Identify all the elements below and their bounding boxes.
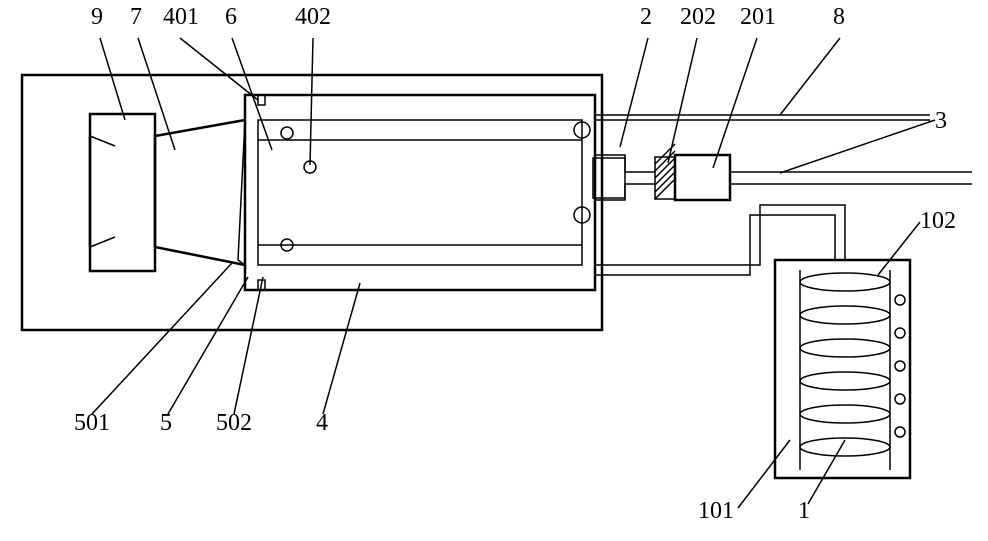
callout-label-8: 8 (833, 4, 845, 30)
callout-label-1: 1 (798, 498, 810, 524)
callout-label-6: 6 (225, 4, 237, 30)
callout-label-4: 4 (316, 410, 328, 436)
callout-label-502: 502 (216, 410, 252, 436)
callout-label-401: 401 (163, 4, 199, 30)
callout-label-202: 202 (680, 4, 716, 30)
callout-label-101: 101 (698, 498, 734, 524)
callout-label-5: 5 (160, 410, 172, 436)
callout-label-7: 7 (130, 4, 142, 30)
callout-label-2: 2 (640, 4, 652, 30)
callout-label-3: 3 (935, 108, 947, 134)
callout-label-402: 402 (295, 4, 331, 30)
callout-label-501: 501 (74, 410, 110, 436)
callout-label-9: 9 (91, 4, 103, 30)
callout-label-201: 201 (740, 4, 776, 30)
callout-label-102: 102 (920, 208, 956, 234)
